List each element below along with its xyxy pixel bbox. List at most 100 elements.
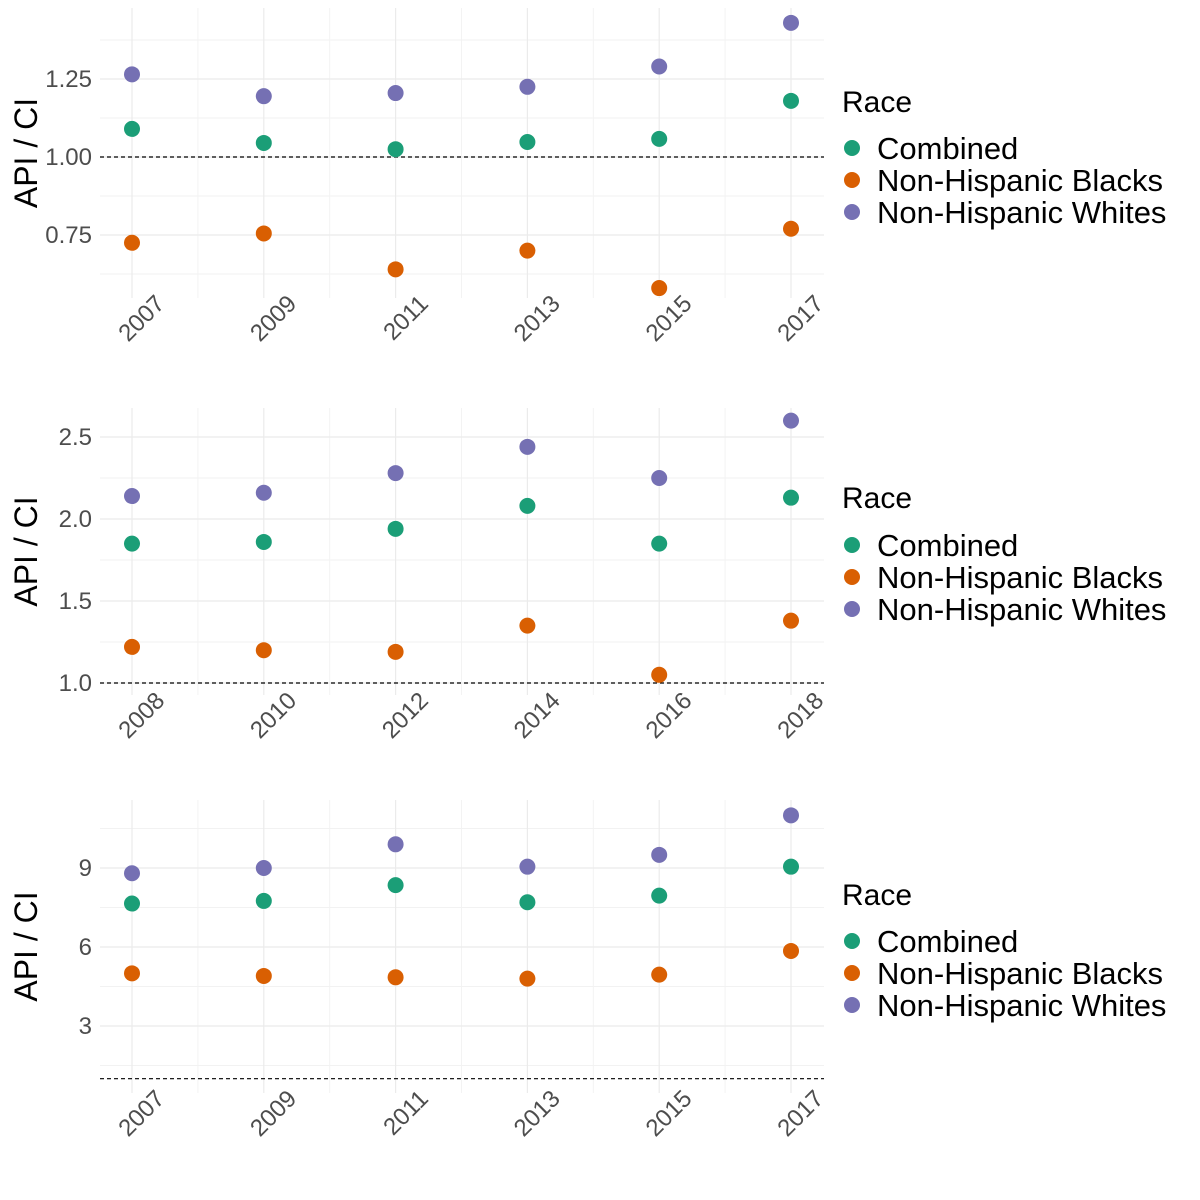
y-tick-label: 1.25 <box>45 66 92 93</box>
data-point-non-hispanic-whites <box>255 860 272 876</box>
data-point-non-hispanic-blacks <box>519 242 536 259</box>
data-point-combined <box>519 497 536 514</box>
data-point-non-hispanic-blacks <box>124 638 140 655</box>
x-tick-label: 2010 <box>245 687 302 744</box>
x-tick-label: 2014 <box>509 687 566 744</box>
data-point-combined <box>783 489 799 506</box>
data-point-combined <box>124 120 140 137</box>
legend-title: Race <box>842 482 912 515</box>
data-point-non-hispanic-blacks <box>783 612 799 629</box>
data-point-combined <box>255 533 272 550</box>
data-point-non-hispanic-whites <box>387 85 404 102</box>
data-point-non-hispanic-blacks <box>124 234 140 251</box>
legend-key <box>844 140 860 156</box>
y-tick-label: 2.5 <box>59 424 92 451</box>
data-point-non-hispanic-whites <box>255 484 272 501</box>
x-tick-label: 2007 <box>113 1085 170 1142</box>
legend-label: Non-Hispanic Whites <box>877 195 1166 230</box>
data-point-non-hispanic-blacks <box>387 643 404 660</box>
data-point-non-hispanic-whites <box>651 470 668 486</box>
x-tick-label: 2018 <box>772 687 829 744</box>
x-tick-label: 2011 <box>378 290 434 346</box>
legend-label: Non-Hispanic Blacks <box>877 163 1163 198</box>
y-tick-label: 1.00 <box>45 144 92 171</box>
data-point-non-hispanic-blacks <box>651 280 668 297</box>
data-point-combined <box>651 130 668 147</box>
data-point-non-hispanic-whites <box>783 807 799 824</box>
x-tick-label: 2007 <box>113 290 170 347</box>
x-tick-label: 2012 <box>377 687 434 744</box>
x-tick-label: 2015 <box>641 290 698 347</box>
data-point-non-hispanic-blacks <box>387 969 404 986</box>
data-point-non-hispanic-blacks <box>651 966 668 983</box>
y-tick-label: 1.0 <box>59 670 92 697</box>
x-tick-label: 2009 <box>245 1085 302 1142</box>
data-point-combined <box>255 892 272 909</box>
data-point-non-hispanic-blacks <box>519 617 536 634</box>
data-point-non-hispanic-whites <box>387 465 404 482</box>
chart-panel-3: 3 6 9 2007 2009 2011 2013 2015 2017 API / CI Race C… <box>8 800 1166 1142</box>
data-point-non-hispanic-whites <box>124 488 140 505</box>
chart-panel-2: 1.0 1.5 2.0 2.5 2008 2010 2012 2014 2016 2018 API … <box>8 408 1166 744</box>
chart-panel-1: 0.75 1.00 1.25 2007 2009 2011 2013 2015 2017 API … <box>8 8 1166 347</box>
data-point-combined <box>387 877 404 894</box>
data-point-non-hispanic-blacks <box>387 261 404 278</box>
data-point-combined <box>387 520 404 537</box>
data-point-non-hispanic-blacks <box>255 225 272 242</box>
data-point-non-hispanic-whites <box>387 836 404 853</box>
data-point-combined <box>124 895 140 912</box>
x-tick-label: 2011 <box>378 1085 434 1141</box>
legend-key <box>844 537 860 553</box>
y-tick-label: 3 <box>79 1013 92 1040</box>
data-point-non-hispanic-blacks <box>255 967 272 984</box>
legend-label: Non-Hispanic Blacks <box>877 560 1163 595</box>
x-tick-label: 2013 <box>509 290 566 347</box>
y-tick-label: 1.5 <box>59 588 92 615</box>
data-point-non-hispanic-blacks <box>124 965 140 982</box>
data-point-non-hispanic-whites <box>519 858 536 875</box>
data-point-non-hispanic-whites <box>255 88 272 105</box>
data-point-non-hispanic-whites <box>124 66 140 83</box>
x-tick-label: 2008 <box>113 687 170 744</box>
data-point-combined <box>255 134 272 151</box>
data-point-combined <box>519 134 536 151</box>
y-tick-label: 2.0 <box>59 506 92 533</box>
data-point-non-hispanic-whites <box>783 14 799 31</box>
legend-key <box>844 933 860 949</box>
legend-key <box>844 965 860 981</box>
data-point-combined <box>783 858 799 875</box>
data-point-combined <box>387 141 404 158</box>
x-tick-label: 2017 <box>772 290 829 347</box>
legend-title: Race <box>842 879 912 912</box>
x-tick-label: 2016 <box>641 687 698 744</box>
data-point-non-hispanic-whites <box>519 438 536 455</box>
legend-label: Combined <box>877 528 1018 563</box>
x-tick-label: 2013 <box>509 1085 566 1142</box>
data-point-non-hispanic-whites <box>651 58 668 75</box>
x-tick-label: 2015 <box>641 1085 698 1142</box>
data-point-non-hispanic-blacks <box>783 942 799 959</box>
y-tick-label: 9 <box>79 855 92 882</box>
y-axis-title: API / CI <box>8 496 44 606</box>
data-point-non-hispanic-blacks <box>519 970 536 987</box>
y-axis-title: API / CI <box>8 98 44 208</box>
data-point-combined <box>651 535 668 552</box>
x-tick-label: 2017 <box>772 1085 829 1142</box>
data-point-combined <box>124 535 140 552</box>
legend-key <box>844 997 860 1013</box>
data-point-non-hispanic-whites <box>651 846 668 863</box>
x-tick-label: 2009 <box>245 290 302 347</box>
data-point-non-hispanic-blacks <box>651 666 668 683</box>
y-axis-title: API / CI <box>8 891 44 1001</box>
data-point-combined <box>651 887 668 904</box>
data-point-combined <box>783 92 799 109</box>
legend-label: Combined <box>877 131 1018 166</box>
data-point-non-hispanic-blacks <box>783 220 799 237</box>
data-point-non-hispanic-whites <box>519 78 536 95</box>
legend-title: Race <box>842 86 912 119</box>
legend-key <box>844 172 860 188</box>
